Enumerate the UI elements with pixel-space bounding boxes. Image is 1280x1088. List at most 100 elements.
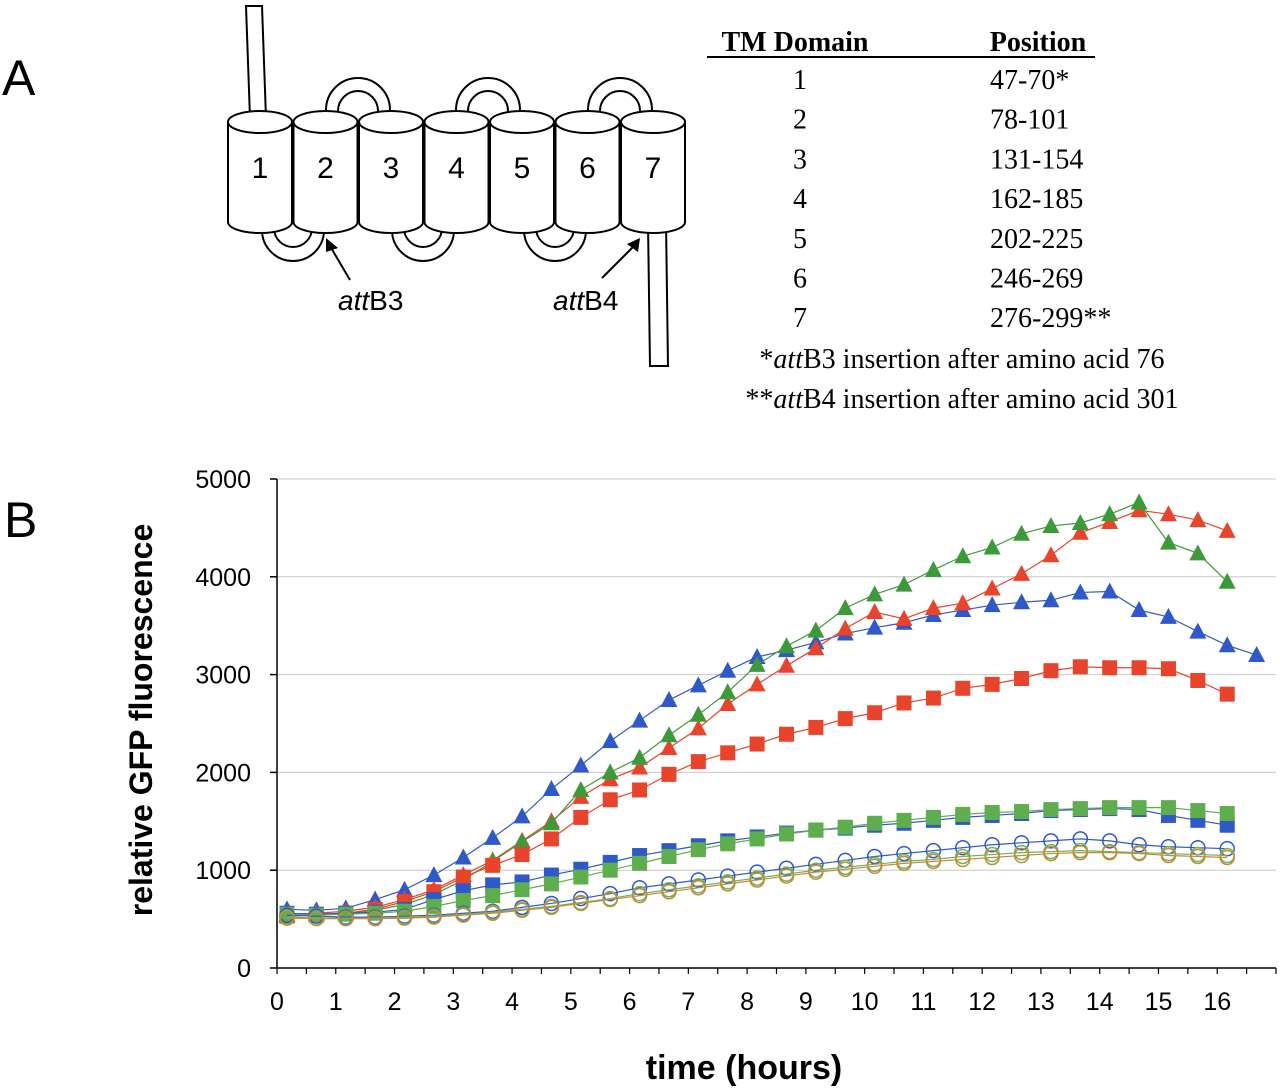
data-point [866,618,884,635]
data-point [955,851,971,868]
data-point [455,907,472,923]
data-point [954,547,972,564]
data-point [308,910,325,927]
data-point [1219,840,1235,857]
table-cell-position: 276-299** [990,303,1111,334]
data-point [984,849,1000,866]
data-point [924,560,942,577]
data-point [1218,636,1236,653]
data-point [749,831,765,847]
series-8 [279,842,1235,926]
helix-label: 5 [514,152,531,185]
data-point [984,837,1000,853]
data-point [514,882,530,898]
data-point [866,848,883,865]
y-tick-label: 4000 [195,564,251,592]
data-point [1131,660,1147,676]
data-point [689,676,707,693]
helix-2 [292,110,359,234]
data-point [808,822,824,838]
data-point [573,869,589,885]
data-point [631,887,648,904]
data-point [925,690,941,706]
data-point [632,855,648,871]
data-point [866,603,884,620]
data-point [543,899,560,916]
data-point [1190,672,1206,688]
series-6 [279,800,1235,923]
data-point [749,736,765,752]
x-tick-label: 6 [623,988,637,1016]
data-point [778,868,795,884]
data-point [1131,800,1147,816]
data-point [543,876,559,892]
data-point [955,680,971,696]
data-point [1131,845,1147,862]
x-tick-label: 1 [329,988,343,1016]
table-cell-domain: 7 [793,303,807,334]
data-point [925,853,942,870]
data-point [955,839,971,856]
x-tick-label: 10 [851,988,879,1016]
n-terminal-tail [244,5,268,119]
loop-2-3 [325,77,391,123]
series-9 [279,844,1235,927]
attb3-arrow-head [326,238,338,252]
data-point [719,876,736,892]
attb4-arrow-head [627,238,640,252]
x-tick-label: 5 [564,988,578,1016]
series-line [286,838,1228,918]
data-point [1042,591,1060,608]
data-point [777,656,795,673]
data-point [719,694,737,711]
data-point [1190,848,1206,865]
data-point [1014,671,1030,687]
data-point [513,807,531,824]
data-point [1101,833,1118,849]
table-cell-domain: 4 [793,184,807,215]
table-cell-domain: 5 [793,224,807,255]
data-point [836,619,854,636]
data-point [602,862,618,878]
data-point [1189,511,1207,528]
data-point [1159,533,1177,550]
data-point [631,880,648,896]
data-point [1218,572,1236,589]
data-point [572,756,590,773]
data-point [808,856,824,873]
x-tick-label: 0 [270,988,284,1016]
data-point [1190,803,1206,819]
data-point [1131,837,1147,853]
data-point [924,599,942,616]
data-point [1043,833,1059,849]
data-point [1101,582,1119,599]
data-point [1071,514,1089,531]
attb3-arrow-line [329,245,351,281]
data-point [837,819,853,835]
helix-label: 4 [448,152,465,185]
data-point [631,711,649,728]
data-point [425,866,443,883]
data-point [1218,521,1236,538]
data-point [661,883,677,900]
data-point [1102,800,1118,816]
data-point [895,609,913,626]
data-point [1102,660,1118,676]
data-point [1160,800,1176,816]
data-point [602,885,618,902]
table-cell-position: 162-185 [990,184,1083,215]
data-point [866,858,883,875]
data-point [1013,835,1030,851]
data-point [807,621,825,638]
data-point [631,758,649,775]
data-point [1072,659,1088,675]
data-point [1072,801,1088,817]
data-point [690,754,706,770]
data-point [1043,802,1059,818]
data-point [955,806,971,822]
attb4-arrow-line [601,245,635,279]
data-point [778,726,794,742]
series-2 [278,501,1236,922]
data-point [1013,847,1030,864]
table-header-position: Position [990,27,1087,58]
